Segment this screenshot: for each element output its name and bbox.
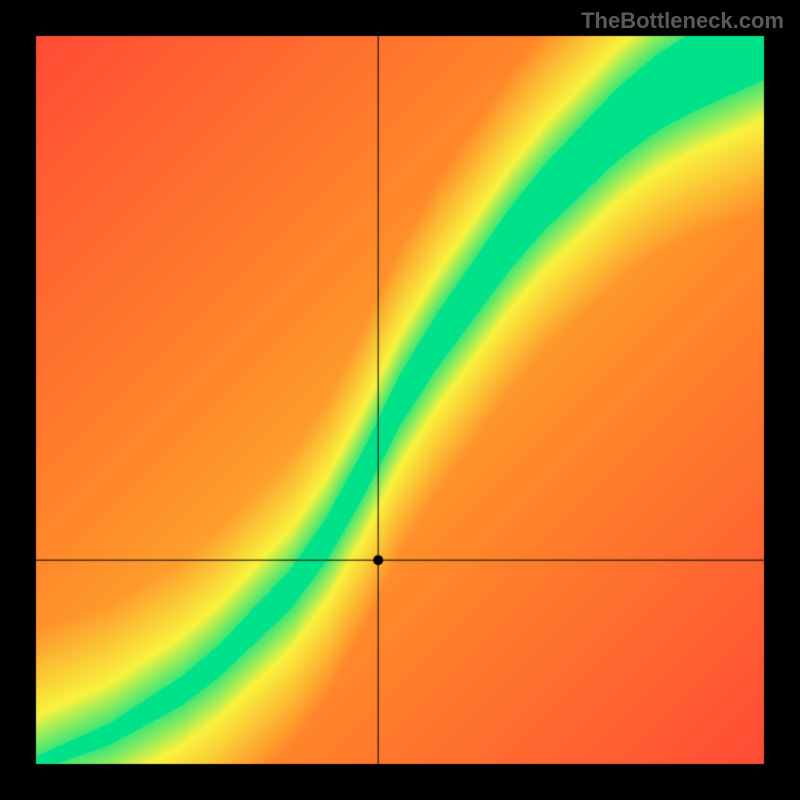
watermark-text: TheBottleneck.com bbox=[581, 8, 784, 34]
bottleneck-heatmap bbox=[0, 0, 800, 800]
